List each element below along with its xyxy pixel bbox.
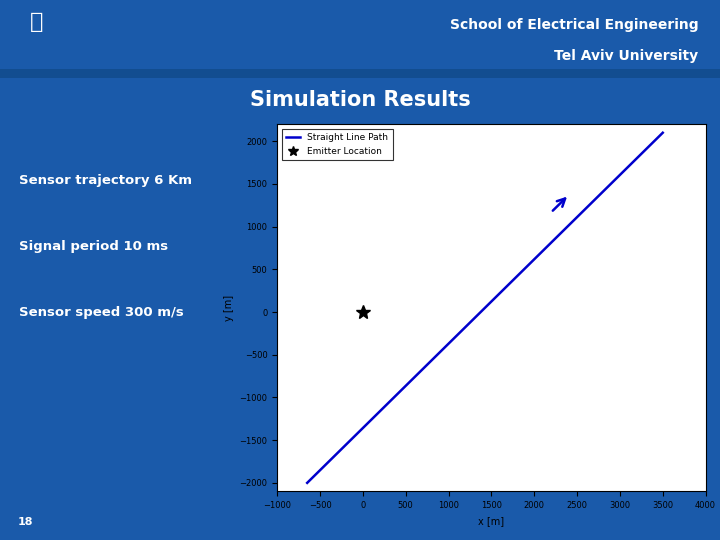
Text: Simulation Results: Simulation Results — [250, 90, 470, 110]
Text: Tel Aviv University: Tel Aviv University — [554, 49, 698, 63]
Text: Sensor trajectory 6 Km: Sensor trajectory 6 Km — [19, 173, 192, 186]
X-axis label: x [m]: x [m] — [478, 516, 505, 525]
Y-axis label: y [m]: y [m] — [224, 295, 234, 321]
Text: 🕎: 🕎 — [30, 12, 43, 32]
Text: 18: 18 — [18, 517, 34, 528]
Text: School of Electrical Engineering: School of Electrical Engineering — [450, 18, 698, 32]
Bar — [0, 69, 720, 78]
Legend: Straight Line Path, Emitter Location: Straight Line Path, Emitter Location — [282, 129, 392, 160]
Text: Sensor speed 300 m/s: Sensor speed 300 m/s — [19, 306, 184, 319]
Text: Signal period 10 ms: Signal period 10 ms — [19, 240, 168, 253]
